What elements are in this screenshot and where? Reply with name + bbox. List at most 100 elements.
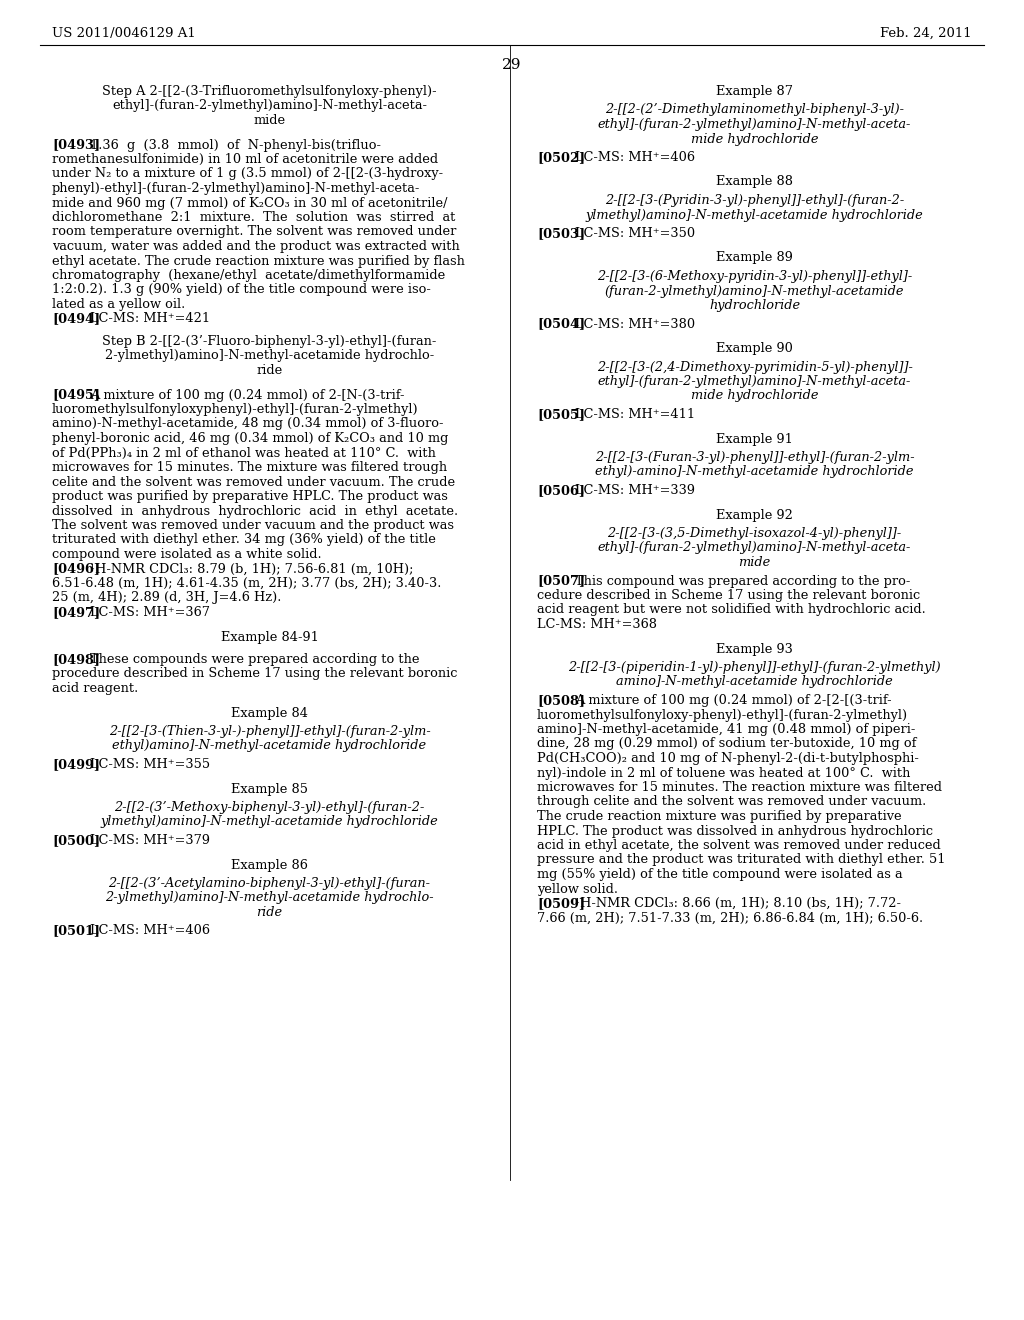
- Text: 2-ylmethyl)amino]-N-methyl-acetamide hydrochlo-: 2-ylmethyl)amino]-N-methyl-acetamide hyd…: [105, 891, 434, 904]
- Text: dichloromethane  2:1  mixture.  The  solution  was  stirred  at: dichloromethane 2:1 mixture. The solutio…: [52, 211, 456, 224]
- Text: 2-[[2-[3-(3,5-Dimethyl-isoxazol-4-yl)-phenyl]]-: 2-[[2-[3-(3,5-Dimethyl-isoxazol-4-yl)-ph…: [607, 527, 901, 540]
- Text: LC-MS: MH⁺=380: LC-MS: MH⁺=380: [575, 318, 695, 330]
- Text: 1.36  g  (3.8  mmol)  of  N-phenyl-bis(trifluo-: 1.36 g (3.8 mmol) of N-phenyl-bis(triflu…: [90, 139, 381, 152]
- Text: 2-[[2-(3’-Acetylamino-biphenyl-3-yl)-ethyl]-(furan-: 2-[[2-(3’-Acetylamino-biphenyl-3-yl)-eth…: [109, 876, 430, 890]
- Text: acid in ethyl acetate, the solvent was removed under reduced: acid in ethyl acetate, the solvent was r…: [537, 840, 941, 851]
- Text: romethanesulfonimide) in 10 ml of acetonitrile were added: romethanesulfonimide) in 10 ml of aceton…: [52, 153, 438, 166]
- Text: cedure described in Scheme 17 using the relevant boronic: cedure described in Scheme 17 using the …: [537, 589, 921, 602]
- Text: Example 84: Example 84: [231, 706, 308, 719]
- Text: of Pd(PPh₃)₄ in 2 ml of ethanol was heated at 110° C.  with: of Pd(PPh₃)₄ in 2 ml of ethanol was heat…: [52, 446, 436, 459]
- Text: 2-[[2-[3-(2,4-Dimethoxy-pyrimidin-5-yl)-phenyl]]-: 2-[[2-[3-(2,4-Dimethoxy-pyrimidin-5-yl)-…: [597, 360, 912, 374]
- Text: procedure described in Scheme 17 using the relevant boronic: procedure described in Scheme 17 using t…: [52, 668, 458, 681]
- Text: hydrochloride: hydrochloride: [709, 300, 800, 312]
- Text: [0501]: [0501]: [52, 924, 100, 937]
- Text: 2-[[2-(2’-Dimethylaminomethyl-biphenyl-3-yl)-: 2-[[2-(2’-Dimethylaminomethyl-biphenyl-3…: [605, 103, 904, 116]
- Text: phenyl)-ethyl]-(furan-2-ylmethyl)amino]-N-methyl-aceta-: phenyl)-ethyl]-(furan-2-ylmethyl)amino]-…: [52, 182, 421, 195]
- Text: These compounds were prepared according to the: These compounds were prepared according …: [90, 653, 420, 667]
- Text: 2-[[2-[3-(Pyridin-3-yl)-phenyl]]-ethyl]-(furan-2-: 2-[[2-[3-(Pyridin-3-yl)-phenyl]]-ethyl]-…: [605, 194, 904, 207]
- Text: nyl)-indole in 2 ml of toluene was heated at 100° C.  with: nyl)-indole in 2 ml of toluene was heate…: [537, 767, 910, 780]
- Text: mide: mide: [738, 556, 771, 569]
- Text: [0508]: [0508]: [537, 694, 585, 708]
- Text: compound were isolated as a white solid.: compound were isolated as a white solid.: [52, 548, 322, 561]
- Text: Example 91: Example 91: [716, 433, 793, 446]
- Text: luoromethylsulfonyloxy-phenyl)-ethyl]-(furan-2-ylmethyl): luoromethylsulfonyloxy-phenyl)-ethyl]-(f…: [537, 709, 908, 722]
- Text: ¹H-NMR CDCl₃: 8.66 (m, 1H); 8.10 (bs, 1H); 7.72-: ¹H-NMR CDCl₃: 8.66 (m, 1H); 8.10 (bs, 1H…: [575, 898, 901, 909]
- Text: A mixture of 100 mg (0.24 mmol) of 2-[2-[(3-trif-: A mixture of 100 mg (0.24 mmol) of 2-[2-…: [575, 694, 892, 708]
- Text: ride: ride: [256, 364, 283, 378]
- Text: under N₂ to a mixture of 1 g (3.5 mmol) of 2-[[2-(3-hydroxy-: under N₂ to a mixture of 1 g (3.5 mmol) …: [52, 168, 443, 181]
- Text: [0495]: [0495]: [52, 388, 100, 401]
- Text: [0507]: [0507]: [537, 574, 585, 587]
- Text: Pd(CH₃COO)₂ and 10 mg of N-phenyl-2-(di-t-butylphosphi-: Pd(CH₃COO)₂ and 10 mg of N-phenyl-2-(di-…: [537, 752, 919, 766]
- Text: LC-MS: MH⁺=421: LC-MS: MH⁺=421: [90, 313, 210, 326]
- Text: dissolved  in  anhydrous  hydrochloric  acid  in  ethyl  acetate.: dissolved in anhydrous hydrochloric acid…: [52, 504, 458, 517]
- Text: 7.66 (m, 2H); 7.51-7.33 (m, 2H); 6.86-6.84 (m, 1H); 6.50-6.: 7.66 (m, 2H); 7.51-7.33 (m, 2H); 6.86-6.…: [537, 912, 923, 924]
- Text: [0502]: [0502]: [537, 150, 585, 164]
- Text: mide hydrochloride: mide hydrochloride: [691, 389, 818, 403]
- Text: 2-[[2-[3-(Furan-3-yl)-phenyl]]-ethyl]-(furan-2-ylm-: 2-[[2-[3-(Furan-3-yl)-phenyl]]-ethyl]-(f…: [595, 451, 914, 465]
- Text: ethyl]-(furan-2-ylmethyl)amino]-N-methyl-aceta-: ethyl]-(furan-2-ylmethyl)amino]-N-methyl…: [598, 375, 911, 388]
- Text: Example 87: Example 87: [716, 84, 793, 98]
- Text: US 2011/0046129 A1: US 2011/0046129 A1: [52, 26, 196, 40]
- Text: LC-MS: MH⁺=411: LC-MS: MH⁺=411: [575, 408, 695, 421]
- Text: amino)-N-methyl-acetamide, 48 mg (0.34 mmol) of 3-fluoro-: amino)-N-methyl-acetamide, 48 mg (0.34 m…: [52, 417, 443, 430]
- Text: 2-[[2-(3’-Methoxy-biphenyl-3-yl)-ethyl]-(furan-2-: 2-[[2-(3’-Methoxy-biphenyl-3-yl)-ethyl]-…: [115, 801, 425, 814]
- Text: HPLC. The product was dissolved in anhydrous hydrochloric: HPLC. The product was dissolved in anhyd…: [537, 825, 933, 837]
- Text: Example 84-91: Example 84-91: [220, 631, 318, 644]
- Text: ethyl)amino]-N-methyl-acetamide hydrochloride: ethyl)amino]-N-methyl-acetamide hydrochl…: [113, 739, 427, 752]
- Text: amino]-N-methyl-acetamide, 41 mg (0.48 mmol) of piperi-: amino]-N-methyl-acetamide, 41 mg (0.48 m…: [537, 723, 915, 737]
- Text: mg (55% yield) of the title compound were isolated as a: mg (55% yield) of the title compound wer…: [537, 869, 902, 880]
- Text: Example 86: Example 86: [231, 858, 308, 871]
- Text: Step B 2-[[2-(3’-Fluoro-biphenyl-3-yl)-ethyl]-(furan-: Step B 2-[[2-(3’-Fluoro-biphenyl-3-yl)-e…: [102, 335, 436, 348]
- Text: chromatography  (hexane/ethyl  acetate/dimethylformamide: chromatography (hexane/ethyl acetate/dim…: [52, 269, 445, 282]
- Text: luoromethylsulfonyloxyphenyl)-ethyl]-(furan-2-ylmethyl): luoromethylsulfonyloxyphenyl)-ethyl]-(fu…: [52, 403, 419, 416]
- Text: [0494]: [0494]: [52, 313, 100, 326]
- Text: [0503]: [0503]: [537, 227, 585, 240]
- Text: A mixture of 100 mg (0.24 mmol) of 2-[N-(3-trif-: A mixture of 100 mg (0.24 mmol) of 2-[N-…: [90, 388, 404, 401]
- Text: mide: mide: [253, 114, 286, 127]
- Text: Step A 2-[[2-(3-Trifluoromethylsulfonyloxy-phenyl)-: Step A 2-[[2-(3-Trifluoromethylsulfonylo…: [102, 84, 437, 98]
- Text: [0493]: [0493]: [52, 139, 100, 152]
- Text: [0506]: [0506]: [537, 484, 585, 498]
- Text: ethyl)-amino]-N-methyl-acetamide hydrochloride: ethyl)-amino]-N-methyl-acetamide hydroch…: [595, 466, 913, 479]
- Text: LC-MS: MH⁺=368: LC-MS: MH⁺=368: [537, 618, 657, 631]
- Text: mide and 960 mg (7 mmol) of K₂CO₃ in 30 ml of acetonitrile/: mide and 960 mg (7 mmol) of K₂CO₃ in 30 …: [52, 197, 447, 210]
- Text: 25 (m, 4H); 2.89 (d, 3H, J=4.6 Hz).: 25 (m, 4H); 2.89 (d, 3H, J=4.6 Hz).: [52, 591, 282, 605]
- Text: The solvent was removed under vacuum and the product was: The solvent was removed under vacuum and…: [52, 519, 454, 532]
- Text: 2-[[2-[3-(6-Methoxy-pyridin-3-yl)-phenyl]]-ethyl]-: 2-[[2-[3-(6-Methoxy-pyridin-3-yl)-phenyl…: [597, 271, 912, 282]
- Text: triturated with diethyl ether. 34 mg (36% yield) of the title: triturated with diethyl ether. 34 mg (36…: [52, 533, 436, 546]
- Text: [0504]: [0504]: [537, 318, 585, 330]
- Text: [0500]: [0500]: [52, 834, 100, 847]
- Text: The crude reaction mixture was purified by preparative: The crude reaction mixture was purified …: [537, 810, 901, 822]
- Text: 1:2:0.2). 1.3 g (90% yield) of the title compound were iso-: 1:2:0.2). 1.3 g (90% yield) of the title…: [52, 284, 431, 297]
- Text: microwaves for 15 minutes. The mixture was filtered trough: microwaves for 15 minutes. The mixture w…: [52, 461, 447, 474]
- Text: pressure and the product was triturated with diethyl ether. 51: pressure and the product was triturated …: [537, 854, 945, 866]
- Text: Example 85: Example 85: [231, 783, 308, 796]
- Text: dine, 28 mg (0.29 mmol) of sodium ter-butoxide, 10 mg of: dine, 28 mg (0.29 mmol) of sodium ter-bu…: [537, 738, 916, 751]
- Text: Example 93: Example 93: [716, 643, 793, 656]
- Text: Example 88: Example 88: [716, 176, 793, 189]
- Text: ¹H-NMR CDCl₃: 8.79 (b, 1H); 7.56-6.81 (m, 10H);: ¹H-NMR CDCl₃: 8.79 (b, 1H); 7.56-6.81 (m…: [90, 562, 414, 576]
- Text: lated as a yellow oil.: lated as a yellow oil.: [52, 298, 185, 312]
- Text: phenyl-boronic acid, 46 mg (0.34 mmol) of K₂CO₃ and 10 mg: phenyl-boronic acid, 46 mg (0.34 mmol) o…: [52, 432, 449, 445]
- Text: ylmethyl)amino]-N-methyl-acetamide hydrochloride: ylmethyl)amino]-N-methyl-acetamide hydro…: [100, 816, 438, 829]
- Text: Example 89: Example 89: [716, 252, 793, 264]
- Text: 6.51-6.48 (m, 1H); 4.61-4.35 (m, 2H); 3.77 (bs, 2H); 3.40-3.: 6.51-6.48 (m, 1H); 4.61-4.35 (m, 2H); 3.…: [52, 577, 441, 590]
- Text: 2-ylmethyl)amino]-N-methyl-acetamide hydrochlo-: 2-ylmethyl)amino]-N-methyl-acetamide hyd…: [104, 350, 434, 363]
- Text: [0509]: [0509]: [537, 898, 585, 909]
- Text: [0499]: [0499]: [52, 758, 100, 771]
- Text: ylmethyl)amino]-N-methyl-acetamide hydrochloride: ylmethyl)amino]-N-methyl-acetamide hydro…: [586, 209, 924, 222]
- Text: LC-MS: MH⁺=406: LC-MS: MH⁺=406: [90, 924, 210, 937]
- Text: amino]-N-methyl-acetamide hydrochloride: amino]-N-methyl-acetamide hydrochloride: [616, 676, 893, 689]
- Text: This compound was prepared according to the pro-: This compound was prepared according to …: [575, 574, 910, 587]
- Text: 2-[[2-[3-(piperidin-1-yl)-phenyl]]-ethyl]-(furan-2-ylmethyl): 2-[[2-[3-(piperidin-1-yl)-phenyl]]-ethyl…: [568, 661, 941, 675]
- Text: microwaves for 15 minutes. The reaction mixture was filtered: microwaves for 15 minutes. The reaction …: [537, 781, 942, 795]
- Text: acid reagent but were not solidified with hydrochloric acid.: acid reagent but were not solidified wit…: [537, 603, 926, 616]
- Text: ethyl]-(furan-2-ylmethyl)amino]-N-methyl-aceta-: ethyl]-(furan-2-ylmethyl)amino]-N-methyl…: [598, 117, 911, 131]
- Text: LC-MS: MH⁺=355: LC-MS: MH⁺=355: [90, 758, 210, 771]
- Text: room temperature overnight. The solvent was removed under: room temperature overnight. The solvent …: [52, 226, 457, 239]
- Text: Example 90: Example 90: [716, 342, 793, 355]
- Text: [0498]: [0498]: [52, 653, 100, 667]
- Text: ride: ride: [256, 906, 283, 919]
- Text: product was purified by preparative HPLC. The product was: product was purified by preparative HPLC…: [52, 490, 447, 503]
